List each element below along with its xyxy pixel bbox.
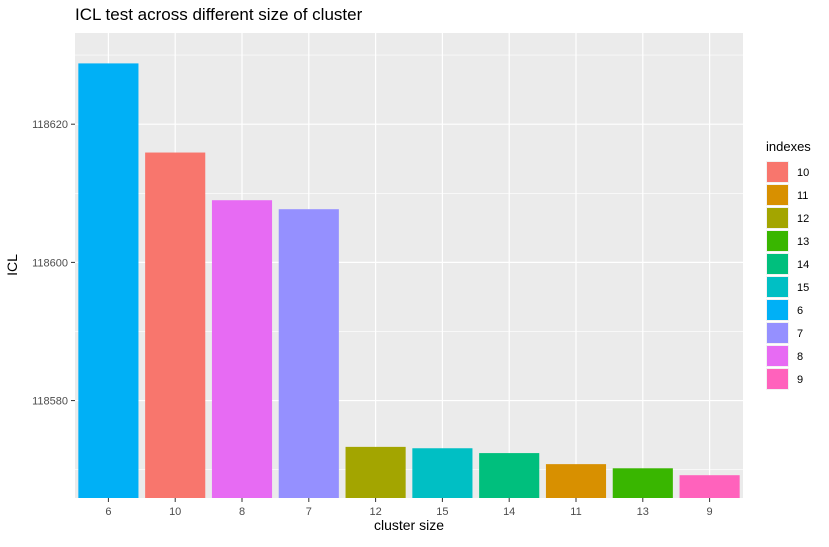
legend: indexes 10 11 12 13 14 15 6 7 8 9 (766, 139, 811, 390)
legend-label: 10 (797, 167, 809, 179)
x-axis: 6 10 8 7 12 15 14 11 13 9 (105, 498, 713, 518)
bar (612, 468, 673, 498)
legend-swatch (767, 185, 788, 205)
x-tick-label: 12 (369, 506, 381, 518)
legend-swatch (767, 369, 788, 389)
legend-swatch (767, 346, 788, 366)
legend-swatch (767, 162, 788, 182)
x-tick-label: 6 (105, 506, 111, 518)
x-tick-label: 10 (169, 506, 181, 518)
legend-label: 11 (797, 190, 808, 202)
bar (679, 475, 740, 498)
chart-title: ICL test across different size of cluste… (75, 5, 363, 24)
x-axis-label: cluster size (374, 517, 444, 533)
legend-label: 14 (797, 259, 809, 271)
bars (78, 63, 740, 499)
legend-swatch (767, 231, 788, 251)
legend-swatch (767, 323, 788, 343)
x-tick-label: 13 (637, 506, 649, 518)
legend-swatch (767, 300, 788, 320)
y-axis: 118580 118600 118620 (32, 119, 75, 408)
bar (211, 200, 273, 498)
legend-items: 10 11 12 13 14 15 6 7 8 9 (766, 161, 809, 390)
x-tick-label: 7 (306, 506, 312, 518)
legend-swatch (767, 208, 788, 228)
x-tick-label: 14 (503, 506, 515, 518)
bar (545, 464, 607, 498)
x-tick-label: 11 (570, 506, 581, 518)
legend-label: 12 (797, 213, 809, 225)
x-tick-label: 15 (436, 506, 448, 518)
legend-swatch (767, 254, 788, 274)
legend-label: 7 (797, 328, 803, 340)
bar (479, 453, 540, 498)
legend-title: indexes (766, 139, 811, 154)
legend-swatch (767, 277, 788, 297)
legend-label: 8 (797, 351, 803, 363)
legend-label: 15 (797, 282, 809, 294)
bar (145, 152, 206, 498)
y-tick-label: 118580 (32, 396, 68, 408)
bar (78, 63, 139, 499)
y-tick-label: 118600 (32, 257, 68, 269)
bar (278, 209, 339, 498)
bar (412, 448, 473, 498)
x-tick-label: 9 (707, 506, 713, 518)
legend-label: 13 (797, 236, 809, 248)
legend-label: 9 (797, 374, 803, 386)
y-axis-label: ICL (4, 254, 20, 276)
legend-label: 6 (797, 305, 803, 317)
y-tick-label: 118620 (32, 119, 68, 131)
bar (345, 446, 406, 498)
x-tick-label: 8 (239, 506, 245, 518)
